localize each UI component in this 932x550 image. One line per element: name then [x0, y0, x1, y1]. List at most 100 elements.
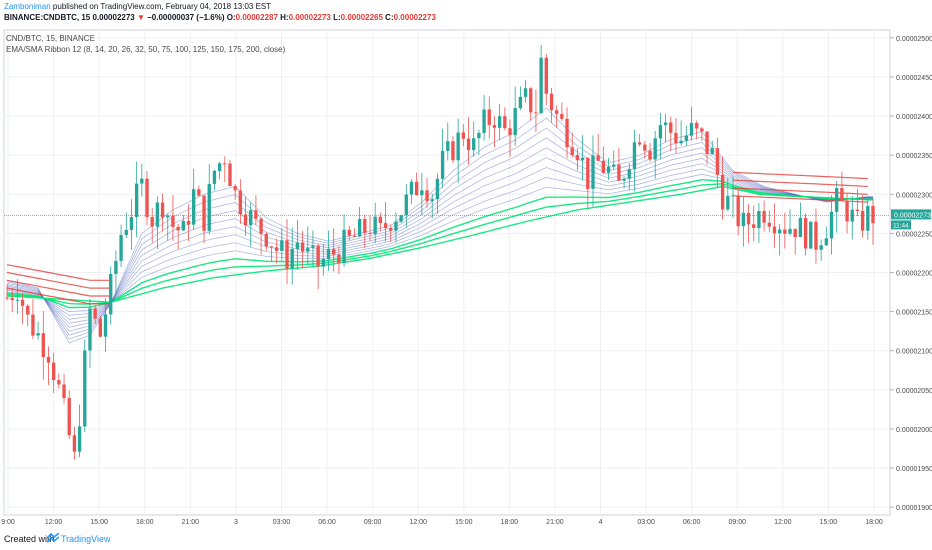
- candle-body: [93, 308, 97, 319]
- candle-body: [840, 188, 844, 201]
- candle-body: [757, 211, 761, 229]
- ema-ribbon-red-line: [732, 187, 868, 195]
- author-link[interactable]: Zamboniman: [4, 2, 51, 11]
- candle-body: [228, 163, 232, 187]
- candle-body: [555, 110, 559, 114]
- candle-body: [617, 164, 621, 181]
- candle-body: [249, 210, 253, 226]
- candle-body: [824, 238, 829, 246]
- candle-body: [41, 333, 45, 357]
- last-price: 0.00002273: [92, 13, 135, 22]
- y-tick-label: 0.00002200: [896, 271, 932, 278]
- candle-body: [710, 148, 714, 155]
- ema-ribbon-red-line: [732, 195, 868, 203]
- countdown-label: 11:44: [893, 222, 909, 229]
- y-tick-label: 0.00002050: [896, 388, 932, 395]
- publish-line: Zamboniman published on TradingView.com,…: [4, 2, 271, 12]
- chart-legend: CND/BTC, 15, BINANCE EMA/SMA Ribbon 12 (…: [6, 33, 285, 55]
- open-label: O:: [226, 13, 236, 22]
- candle-body: [534, 112, 538, 114]
- chart-header: Zamboniman published on TradingView.com,…: [0, 0, 932, 30]
- candle-body: [311, 245, 315, 248]
- ema-ribbon-red-line: [732, 171, 868, 180]
- candle-body: [254, 210, 258, 219]
- tradingview-link[interactable]: TradingView: [61, 534, 111, 544]
- chart-pane[interactable]: 0.00002500 0.00002450 0.00002400 0.00002350…: [0, 29, 932, 525]
- candle-body: [658, 125, 663, 139]
- high-value: 0.00002273: [288, 13, 331, 22]
- candle-body: [269, 246, 274, 248]
- candle-body: [306, 247, 310, 252]
- candle-body: [420, 190, 424, 196]
- candle-body: [373, 216, 377, 234]
- candle-body: [482, 109, 486, 133]
- candle-body: [606, 166, 611, 173]
- x-tick-label: 15:00: [820, 519, 838, 525]
- candle-body: [83, 350, 87, 427]
- candle-body: [622, 178, 626, 181]
- candle-body: [337, 254, 341, 264]
- candle-body: [497, 116, 502, 128]
- candle-body: [109, 273, 113, 315]
- symbol-line: BINANCE:CNDBTC, 15 0.00002273 ▼ −0.00000…: [4, 13, 436, 23]
- candle-body: [637, 142, 642, 145]
- candle-body: [591, 155, 595, 190]
- series-legend[interactable]: CND/BTC, 15, BINANCE: [6, 34, 95, 43]
- change-arrow-icon: ▼: [136, 13, 145, 22]
- low-label: L:: [333, 13, 341, 22]
- candle-body: [612, 164, 616, 167]
- x-tick-label: 15:00: [90, 519, 108, 525]
- candle-body: [819, 245, 823, 250]
- x-tick-label: 06:00: [683, 519, 701, 525]
- ema-ribbon-line: [6, 157, 873, 324]
- candle-body: [580, 157, 585, 161]
- ema-ribbon-red-line: [6, 264, 111, 281]
- candle-body: [290, 249, 294, 269]
- candle-body: [715, 148, 720, 175]
- y-tick-label: 0.00002250: [896, 231, 932, 238]
- indicator-legend[interactable]: EMA/SMA Ribbon 12 (8, 14, 20, 26, 32, 50…: [6, 45, 286, 54]
- candle-body: [20, 299, 25, 306]
- candle-body: [342, 229, 346, 264]
- candle-body: [197, 189, 201, 196]
- x-tick-label: 12:00: [774, 519, 792, 525]
- x-tick-label: 12:00: [409, 519, 427, 525]
- candle-body: [414, 181, 419, 196]
- x-tick-label: 4: [599, 519, 603, 525]
- candle-body: [280, 240, 284, 251]
- candle-body: [513, 108, 517, 136]
- candle-body: [736, 195, 740, 227]
- candle-body: [383, 223, 388, 229]
- candle-body: [653, 138, 657, 160]
- candle-body: [233, 186, 237, 191]
- x-tick-label: 03:00: [637, 519, 655, 525]
- candle-body: [466, 138, 471, 151]
- y-tick-label: 0.00002300: [896, 192, 932, 199]
- candle-body: [767, 222, 771, 227]
- candle-body: [430, 199, 434, 202]
- candle-body: [404, 194, 408, 216]
- candle-body: [679, 140, 683, 144]
- candle-body: [212, 170, 217, 184]
- candle-body: [674, 132, 678, 144]
- candle-body: [129, 217, 134, 230]
- candle-body: [809, 221, 813, 249]
- candle-body: [171, 215, 175, 227]
- candle-body: [762, 211, 766, 223]
- ema-ribbon-line: [6, 185, 873, 303]
- candle-body: [295, 242, 300, 250]
- candle-body: [399, 215, 403, 222]
- candle-body: [798, 217, 803, 238]
- candle-body: [160, 202, 165, 218]
- candle-body: [150, 216, 154, 227]
- last-price-label: 0.00002273: [894, 212, 931, 219]
- candle-body: [389, 228, 393, 231]
- candle-body: [451, 141, 455, 161]
- candle-body: [477, 132, 481, 139]
- candle-body: [632, 142, 637, 170]
- x-tick-label: 3: [234, 519, 238, 525]
- ema-ribbon-line: [6, 147, 873, 328]
- candle-body: [119, 234, 123, 261]
- candle-body: [461, 132, 466, 139]
- candle-body: [10, 297, 14, 301]
